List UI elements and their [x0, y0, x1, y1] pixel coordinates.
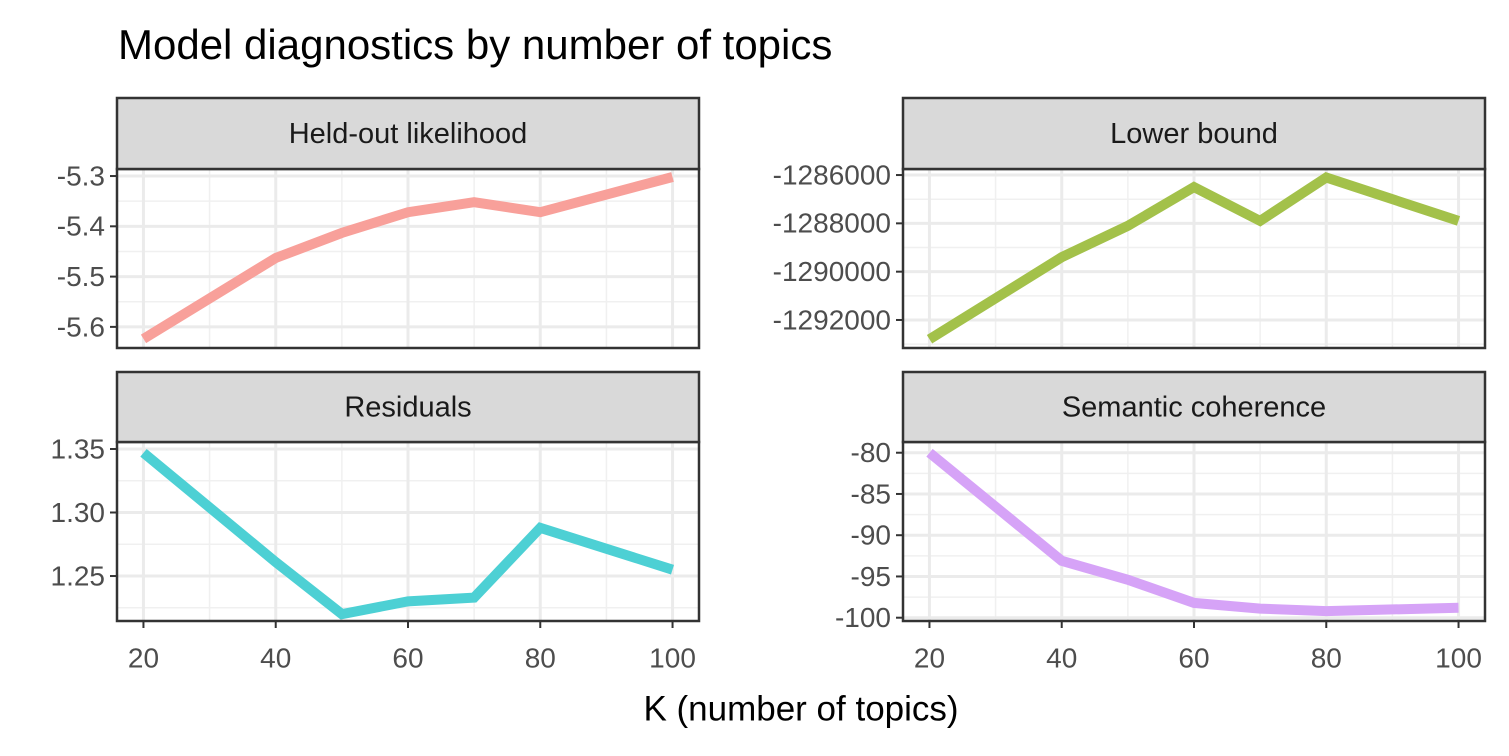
x-tick-label: 40	[260, 642, 291, 673]
facet-title: Semantic coherence	[1062, 392, 1326, 424]
x-tick-label: 60	[1178, 642, 1209, 673]
facet-title: Residuals	[344, 392, 471, 424]
y-tick-label: 1.25	[51, 560, 106, 591]
facet-strip	[115, 96, 701, 171]
y-tick-label: -1292000	[773, 304, 891, 335]
y-tick-label: -5.3	[57, 160, 105, 191]
facet-strip	[901, 96, 1487, 171]
data-line	[926, 448, 1459, 617]
y-tick-label: -1286000	[773, 159, 891, 190]
y-tick-label: -80	[851, 437, 891, 468]
x-tick-label: 100	[1435, 642, 1482, 673]
y-tick-label: -95	[851, 561, 891, 592]
y-tick-label: -85	[851, 478, 891, 509]
x-tick-label: 20	[914, 642, 945, 673]
y-tick-label: -100	[835, 602, 891, 633]
x-tick-label: 40	[1046, 642, 1077, 673]
facet-strip	[901, 370, 1487, 444]
y-tick-label: 1.30	[51, 497, 106, 528]
y-tick-label: -5.5	[57, 261, 105, 292]
y-tick-label: -90	[851, 520, 891, 551]
data-line	[140, 448, 675, 620]
x-axis-label: K (number of topics)	[643, 689, 958, 728]
chart-title: Model diagnostics by number of topics	[118, 21, 832, 68]
x-tick-label: 80	[1311, 642, 1342, 673]
y-tick-label: -1288000	[773, 208, 891, 239]
data-line	[140, 172, 674, 344]
data-line	[926, 171, 1461, 344]
facet-title: Held-out likelihood	[289, 118, 528, 150]
facet-title: Lower bound	[1110, 118, 1278, 150]
y-tick-label: -5.6	[57, 311, 105, 342]
x-tick-label: 20	[128, 642, 159, 673]
x-tick-label: 60	[392, 642, 423, 673]
y-tick-label: -5.4	[57, 211, 105, 242]
y-tick-label: -1290000	[773, 256, 891, 287]
x-tick-label: 80	[525, 642, 556, 673]
x-tick-label: 100	[649, 642, 696, 673]
facet-strip	[115, 370, 701, 444]
y-tick-label: 1.35	[51, 433, 106, 464]
